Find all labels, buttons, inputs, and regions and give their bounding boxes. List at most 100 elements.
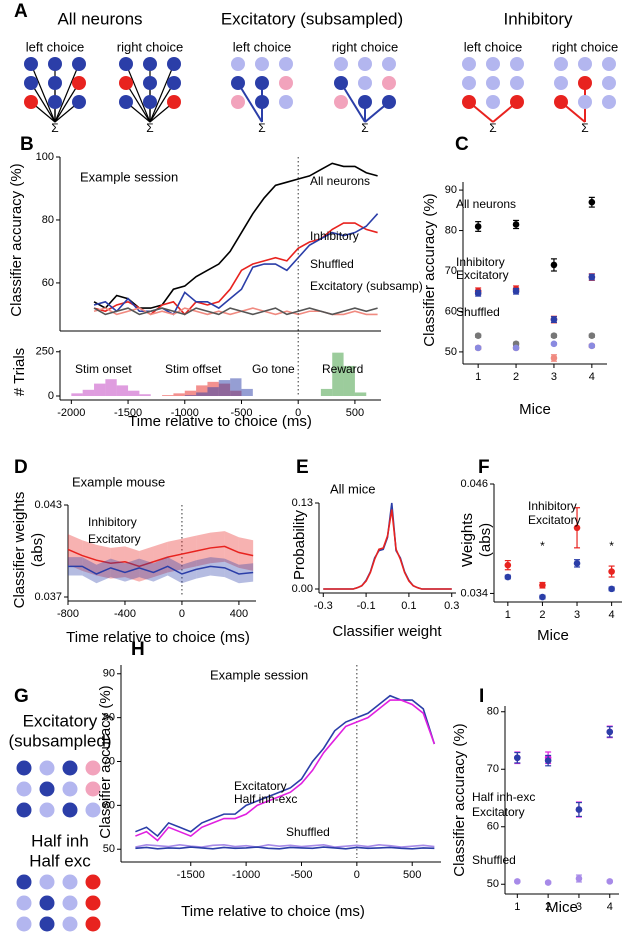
- sum-symbol: Σ: [361, 121, 368, 135]
- choice-label: right choice: [552, 39, 618, 54]
- connection: [237, 82, 263, 123]
- x-tick-label: 4: [607, 901, 613, 913]
- y-tick-label: 60: [445, 305, 457, 317]
- sum-symbol: Σ: [581, 121, 588, 135]
- series-label: Go tone: [252, 362, 295, 376]
- y-tick-label: 250: [36, 346, 54, 358]
- x-tick-label: -0.3: [314, 600, 333, 612]
- neuron: [24, 57, 38, 71]
- series-line: [68, 565, 254, 575]
- neuron: [143, 57, 157, 71]
- series-label: Excitatory: [88, 532, 141, 546]
- histogram-bar: [332, 352, 344, 396]
- series-label: Excitatory: [528, 513, 581, 527]
- series-line: [135, 844, 435, 848]
- sum-symbol: Σ: [146, 121, 153, 135]
- neuron: [62, 895, 78, 911]
- x-tick-label: 2: [545, 901, 551, 913]
- x-tick-label: 4: [609, 609, 615, 621]
- histogram-bar: [116, 385, 129, 396]
- y-axis-label: (abs): [477, 523, 494, 557]
- histogram-bar: [173, 393, 185, 396]
- data-point: [512, 344, 520, 352]
- neuron: [279, 76, 293, 90]
- y-tick-label: 90: [445, 184, 457, 196]
- panel-letter: G: [14, 686, 29, 707]
- y-tick-label: 0.13: [292, 497, 313, 509]
- neuron: [39, 895, 55, 911]
- y-tick-label: 90: [103, 668, 115, 680]
- histogram-bar: [196, 392, 208, 396]
- data-point: [474, 344, 482, 352]
- y-tick-label: 80: [445, 224, 457, 236]
- x-tick-label: -500: [290, 869, 312, 881]
- choice-label: left choice: [26, 39, 85, 54]
- x-tick-label: 1: [505, 609, 511, 621]
- series-line: [135, 699, 436, 842]
- neuron: [39, 916, 55, 932]
- y-tick-label: 70: [103, 755, 115, 767]
- histogram-bar: [196, 385, 208, 396]
- neuron: [16, 781, 32, 797]
- series-label: Shuffled: [472, 853, 516, 867]
- histogram-bar: [241, 388, 253, 396]
- chart-title: Example session: [80, 169, 178, 184]
- x-tick-label: -1500: [114, 407, 142, 419]
- series-label: Inhibitory: [528, 499, 577, 513]
- neuron: [255, 57, 269, 71]
- x-axis-label: Time relative to choice (ms): [128, 413, 312, 430]
- y-axis-label: Classifier accuracy (%): [8, 163, 25, 316]
- panel-letter: F: [478, 457, 490, 478]
- panel-letter: D: [14, 457, 28, 478]
- connection: [125, 82, 151, 123]
- connection: [149, 63, 175, 123]
- x-tick-label: 400: [230, 608, 248, 620]
- data-point: [539, 581, 546, 589]
- panel-letter: A: [14, 1, 28, 22]
- x-tick-label: 500: [346, 407, 364, 419]
- neuron: [255, 95, 269, 109]
- y-tick-label: 70: [445, 265, 457, 277]
- y-axis-label: (abs): [29, 533, 46, 567]
- neuron: [231, 76, 245, 90]
- neuron: [334, 57, 348, 71]
- neuron: [358, 76, 372, 90]
- histogram-bar: [218, 380, 231, 396]
- panel-letter: C: [455, 134, 469, 155]
- neuron: [602, 57, 616, 71]
- x-tick-label: -1000: [232, 869, 260, 881]
- series-label: Excitatory: [472, 805, 525, 819]
- panel-letter: H: [131, 639, 145, 660]
- series-label: All neurons: [456, 197, 516, 211]
- neuron: [167, 57, 181, 71]
- connection: [340, 82, 366, 123]
- series-label: Shuffled: [286, 825, 330, 839]
- neuron: [231, 57, 245, 71]
- neuron: [143, 95, 157, 109]
- x-tick-label: 0.1: [401, 600, 416, 612]
- y-axis-label: Classifier accuracy (%): [421, 193, 438, 346]
- data-point: [575, 875, 583, 882]
- series-line: [93, 162, 378, 310]
- data-point: [550, 340, 558, 348]
- neuron: [16, 874, 32, 890]
- histogram-bar: [71, 393, 83, 396]
- histogram-bar: [105, 379, 117, 396]
- neuron: [119, 57, 133, 71]
- data-point: [550, 261, 558, 269]
- y-tick-label: 0.034: [460, 587, 488, 599]
- data-point: [608, 568, 615, 575]
- neuron: [16, 895, 32, 911]
- data-point: [474, 332, 482, 340]
- connection: [54, 63, 80, 123]
- data-point: [588, 273, 596, 281]
- data-point: [514, 878, 521, 885]
- series-label: Inhibitory: [88, 515, 137, 529]
- data-point: [539, 593, 546, 601]
- x-tick-label: 3: [551, 371, 557, 383]
- choice-label: right choice: [332, 39, 398, 54]
- data-point: [550, 316, 558, 323]
- group-title: All neurons: [57, 9, 142, 28]
- data-point: [512, 221, 520, 228]
